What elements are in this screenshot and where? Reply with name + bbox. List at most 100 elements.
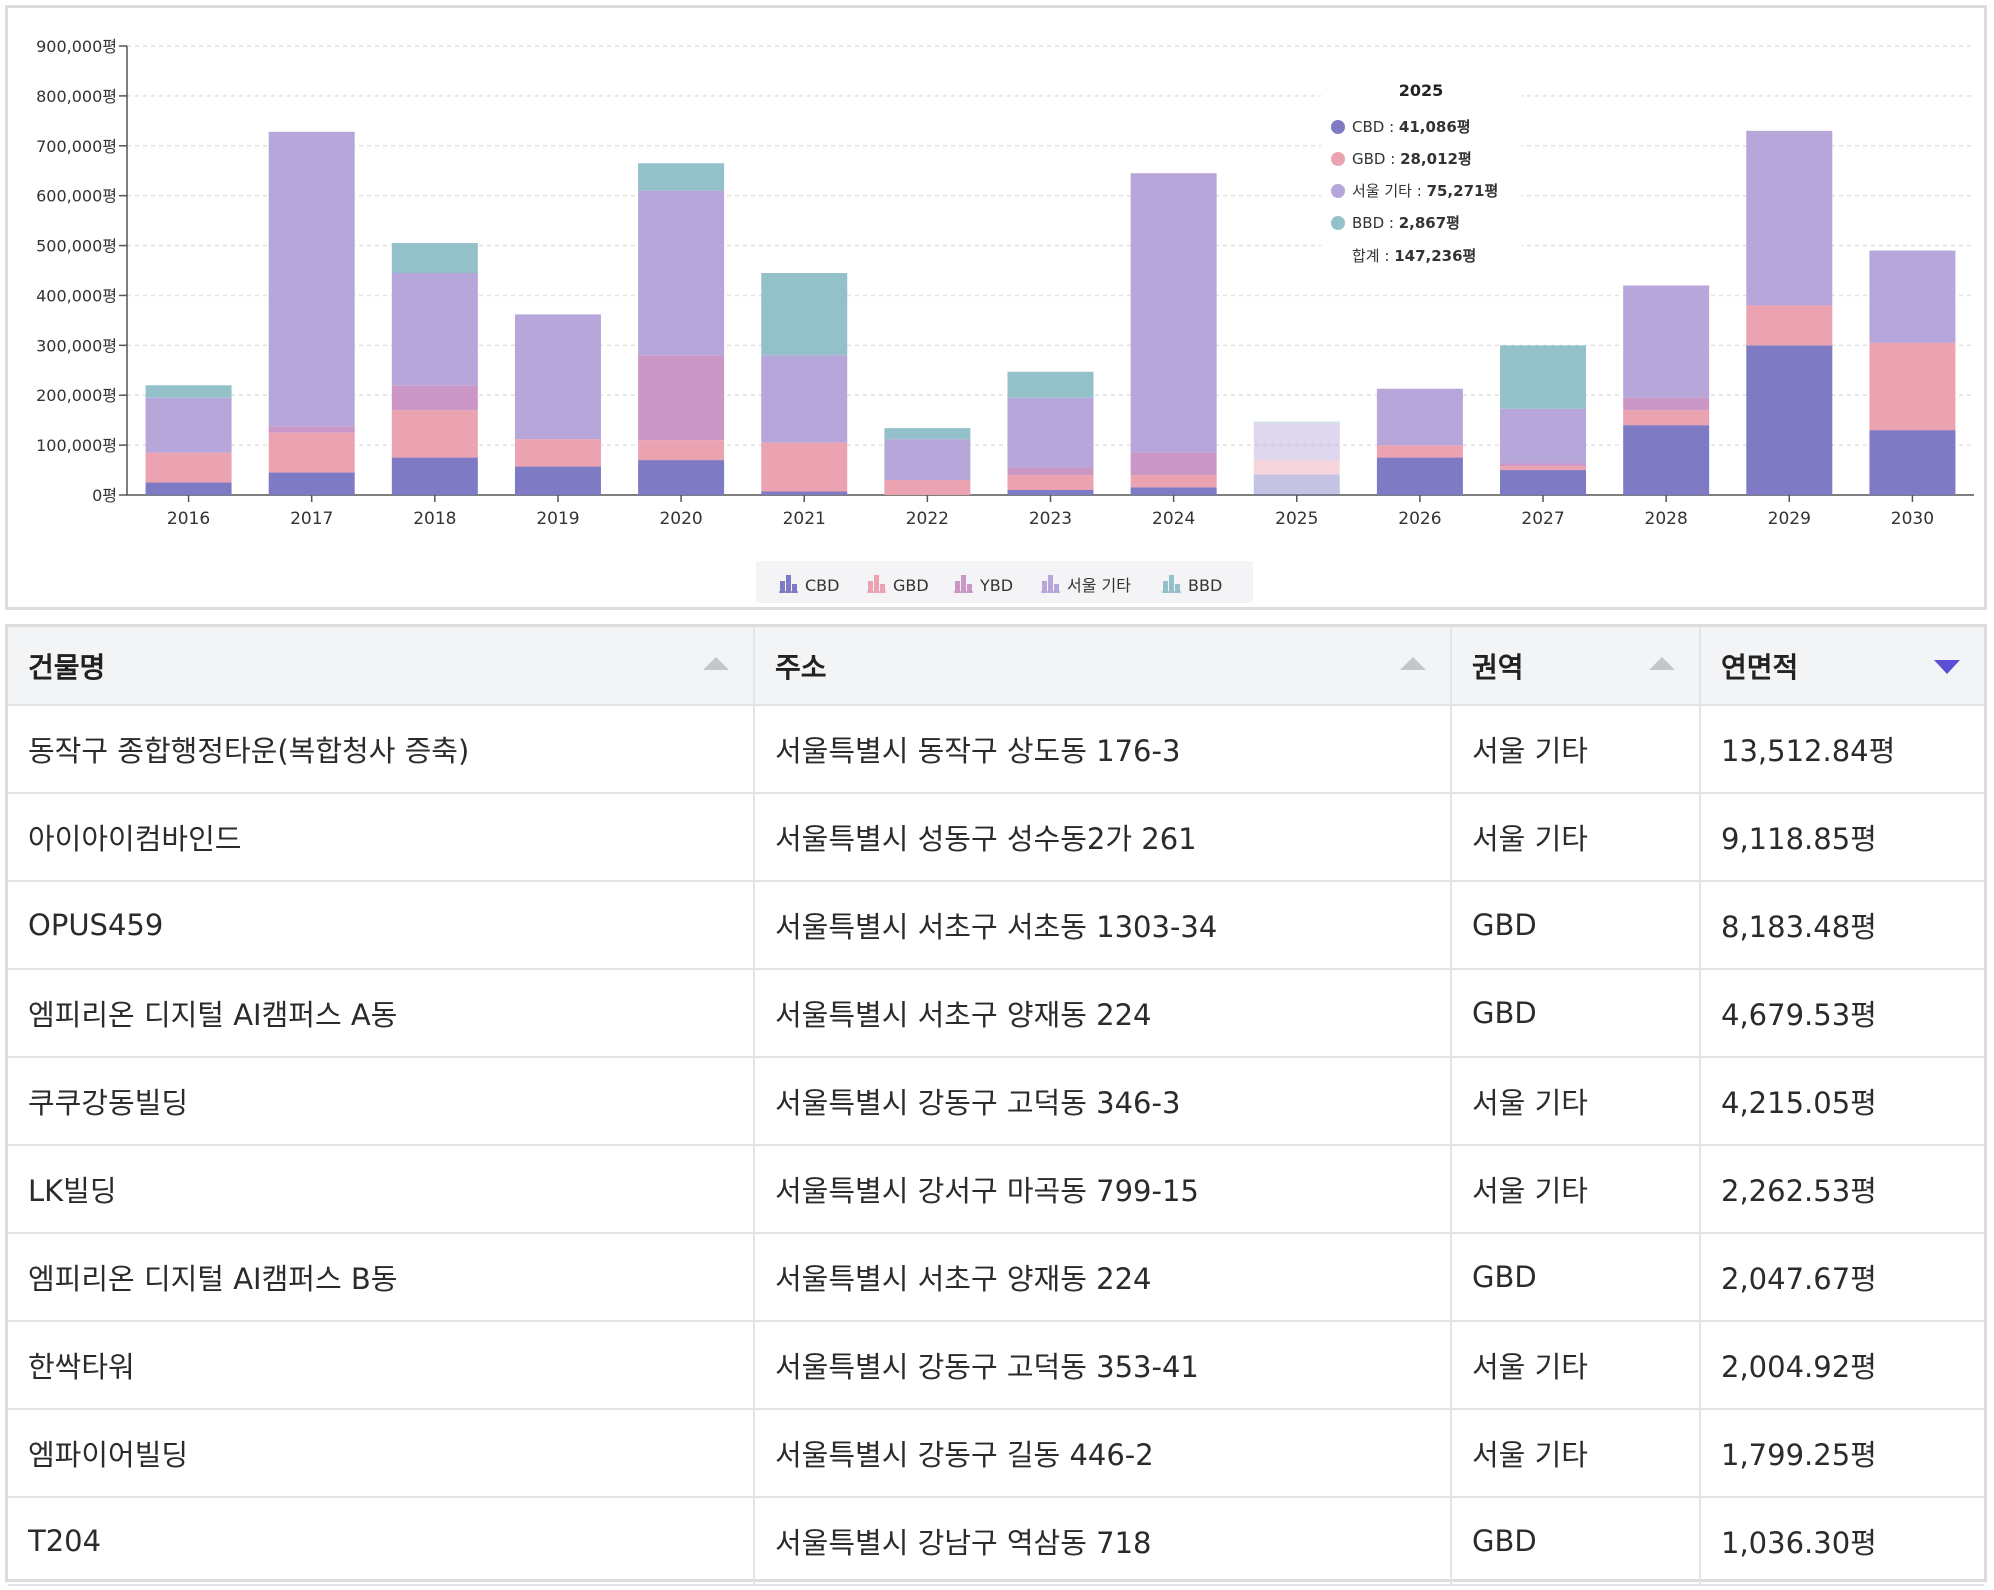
bar-segment[interactable] [1253,422,1340,461]
bar-segment[interactable] [761,355,848,443]
sort-ascending-icon[interactable] [703,657,729,670]
bar-segment[interactable] [1253,474,1340,495]
sort-ascending-icon[interactable] [1649,657,1675,670]
bar-segment[interactable] [145,385,232,398]
legend-bar-icon [1163,581,1168,593]
floor-area-cell: 8,183.48평 [1700,881,1984,970]
bar-segment[interactable] [514,466,601,495]
bar-segment[interactable] [884,439,971,481]
bar-segment[interactable] [1869,342,1956,431]
sort-ascending-icon[interactable] [1400,657,1426,670]
bar-segment[interactable] [1500,463,1587,467]
bar-segment[interactable] [638,163,725,191]
column-header-region[interactable]: 권역 [1451,627,1701,706]
column-header-building-name[interactable]: 건물명 [8,627,755,706]
table-row[interactable]: 한싹타워 서울특별시 강동구 고덕동 353-41 서울 기타 2,004.92평 [8,1321,1984,1410]
bar-segment[interactable] [1623,410,1710,426]
bar-segment[interactable] [884,428,971,440]
bar-segment[interactable] [268,432,355,473]
legend-bar-icon [955,581,960,593]
table-row[interactable]: 아이아이컴바인드 서울특별시 성동구 성수동2가 261 서울 기타 9,118.85… [8,793,1984,882]
bar-segment[interactable] [638,440,725,461]
bar-segment[interactable] [145,397,232,453]
bar-segment[interactable] [1007,490,1094,495]
legend-bar-icon [1175,584,1180,593]
floor-area-cell: 1,799.25평 [1700,1409,1984,1498]
address-cell: 서울특별시 강동구 고덕동 346-3 [754,1057,1452,1146]
bar-segment[interactable] [1623,285,1710,398]
bar-segment[interactable] [1130,173,1217,453]
stacked-bar-chart[interactable]: 0평 100,000평 200,000평 300,000평 400,000평 500,00… [8,8,1984,607]
legend-bar-icon [967,584,972,593]
bar-segment[interactable] [391,243,478,273]
bar-segment[interactable] [145,452,232,483]
bar-segment[interactable] [1500,345,1587,409]
table-row[interactable]: 쿠쿠강동빌딩 서울특별시 강동구 고덕동 346-3 서울 기타 4,215.05평 [8,1057,1984,1146]
tooltip-title: 2025 [1399,81,1444,100]
bar-segment[interactable] [1130,487,1217,495]
bar-segment[interactable] [1376,388,1463,446]
building-name-cell: 한싹타워 [8,1321,755,1410]
bar-segment[interactable] [391,385,478,411]
bar-segment[interactable] [1746,130,1833,306]
x-tick-label: 2027 [1521,509,1564,529]
bar-segment[interactable] [391,410,478,458]
legend-item-4[interactable]: 서울 기타 [1067,576,1131,595]
bar-segment[interactable] [1869,250,1956,343]
bar-segment[interactable] [1500,466,1587,471]
bar-segment[interactable] [1500,408,1587,464]
sort-descending-icon[interactable] [1934,660,1960,674]
table-row[interactable]: LK빌딩 서울특별시 강서구 마곡동 799-15 서울 기타 2,262.53평 [8,1145,1984,1234]
bar-segment[interactable] [1253,421,1340,423]
bar-segment[interactable] [1007,467,1094,476]
bar-segment[interactable] [1130,452,1217,476]
bar-segment[interactable] [761,442,848,492]
table-row[interactable]: OPUS459 서울특별시 서초구 서초동 1303-34 GBD 8,183.48평 [8,881,1984,970]
bar-segment[interactable] [1007,475,1094,491]
legend-item-5[interactable]: BBD [1188,576,1222,595]
legend-item-1[interactable]: CBD [805,576,839,595]
tooltip-box [1321,70,1521,277]
bar-segment[interactable] [1376,457,1463,495]
bar-segment[interactable] [391,457,478,495]
bar-segment[interactable] [1007,397,1094,468]
bar-segment[interactable] [1130,475,1217,488]
table-row[interactable]: T204 서울특별시 강남구 역삼동 718 GBD 1,036.30평 [8,1497,1984,1586]
bar-segment[interactable] [761,491,848,495]
column-header-address[interactable]: 주소 [754,627,1452,706]
bar-segment[interactable] [1500,470,1587,495]
address-cell: 서울특별시 동작구 상도동 176-3 [754,705,1452,794]
bar-segment[interactable] [1007,371,1094,398]
legend-item-2[interactable]: GBD [893,576,929,595]
table-row[interactable]: 엠파이어빌딩 서울특별시 강동구 길동 446-2 서울 기타 1,799.25평 [8,1409,1984,1498]
bar-segment[interactable] [1623,425,1710,495]
table-row[interactable]: 엠피리온 디지털 AI캠퍼스 B동 서울특별시 서초구 양재동 224 GBD 2,0… [8,1233,1984,1322]
column-header-floor-area[interactable]: 연면적 [1700,627,1984,706]
bar-segment[interactable] [638,460,725,495]
bar-segment[interactable] [1869,430,1956,495]
table-row[interactable]: 엠피리온 디지털 AI캠퍼스 A동 서울특별시 서초구 양재동 224 GBD 4,6… [8,969,1984,1058]
bar-segment[interactable] [145,482,232,495]
bar-segment[interactable] [514,314,601,440]
bar-segment[interactable] [1253,460,1340,475]
bar-segment[interactable] [638,355,725,441]
bar-segment[interactable] [514,439,601,467]
bar-segment[interactable] [761,272,848,356]
legend-item-3[interactable]: YBD [979,576,1013,595]
legend-bar-icon [780,581,785,593]
bar-segment[interactable] [1746,305,1833,346]
bar-segment[interactable] [268,472,355,495]
bar-segment[interactable] [268,131,355,427]
tooltip-total-value: 147,236평 [1394,247,1476,265]
bar-segment[interactable] [391,272,478,386]
bar-segment[interactable] [638,190,725,356]
bar-segment[interactable] [1376,445,1463,458]
bar-segment[interactable] [1623,397,1710,411]
bar-segment[interactable] [1746,345,1833,495]
bar-segment[interactable] [268,426,355,433]
building-table: 건물명 주소 권역 연면적 동작구 종합행정타운(복합청사 증축) 서울특별시 동… [8,627,1984,1586]
table-row[interactable]: 동작구 종합행정타운(복합청사 증축) 서울특별시 동작구 상도동 176-3 서울… [8,705,1984,794]
building-name-cell: 엠파이어빌딩 [8,1409,755,1498]
building-table-container: 건물명 주소 권역 연면적 동작구 종합행정타운(복합청사 증축) 서울특별시 동… [5,624,1987,1586]
bar-segment[interactable] [884,480,971,495]
